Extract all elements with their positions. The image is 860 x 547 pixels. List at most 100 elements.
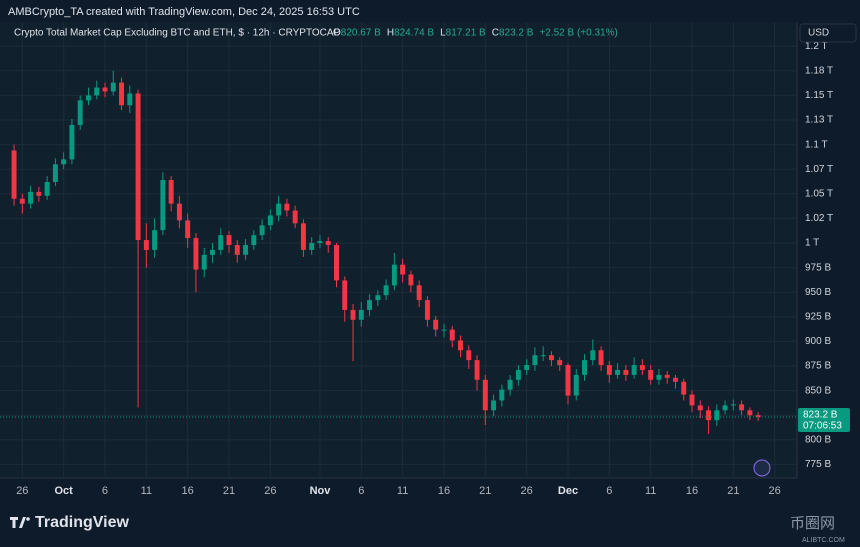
x-tick-label: 16 — [182, 485, 194, 497]
candle-body — [391, 264, 397, 286]
candle-body — [176, 203, 182, 221]
candle-body — [317, 241, 323, 244]
x-tick-label: 6 — [358, 485, 364, 497]
candle-body — [226, 235, 232, 245]
candle-body — [160, 180, 166, 231]
x-tick-label: 16 — [438, 485, 450, 497]
candle-body — [697, 405, 703, 411]
candle-body — [185, 220, 191, 239]
plot-area — [0, 22, 797, 478]
candle-body — [334, 244, 339, 281]
x-tick-label: Dec — [558, 485, 578, 497]
y-tick-label: 1.13 T — [805, 115, 833, 126]
y-tick-label: 875 B — [805, 361, 831, 372]
candle-body — [127, 93, 133, 106]
candle-body — [449, 329, 455, 341]
x-tick-label: 6 — [606, 485, 612, 497]
x-tick-label: 26 — [769, 485, 781, 497]
candle-body — [424, 300, 430, 320]
y-tick-label: 1 T — [805, 238, 819, 249]
candle-body — [706, 410, 712, 421]
candle-body — [152, 230, 158, 250]
countdown: 07:06:53 — [803, 421, 842, 432]
candle-body — [540, 355, 546, 357]
candle-body — [251, 235, 257, 245]
header: AMBCrypto_TA created with TradingView.co… — [8, 6, 360, 18]
candle-body — [656, 374, 662, 380]
candle-body — [383, 285, 389, 296]
logo-dot — [26, 517, 30, 521]
candle-body — [110, 82, 116, 92]
candle-body — [85, 95, 91, 101]
brand: TradingView — [35, 514, 130, 531]
alert-icon[interactable] — [753, 459, 771, 477]
candle-body — [416, 285, 422, 301]
candle-body — [648, 369, 654, 380]
candle-body — [408, 274, 414, 286]
candle-body — [52, 164, 58, 183]
candle-body — [119, 82, 125, 106]
candle-body — [44, 182, 50, 196]
candle-body — [598, 350, 604, 366]
candle-body — [639, 365, 645, 370]
ohlc-key: H — [387, 28, 394, 39]
candle-body — [267, 215, 273, 226]
y-tick-label: 1.2 T — [805, 41, 828, 52]
candle-body — [755, 415, 761, 417]
x-tick-label: 6 — [102, 485, 108, 497]
candle-body — [36, 191, 42, 196]
candle-body — [300, 223, 306, 250]
candle-body — [499, 389, 505, 401]
candle-body — [61, 159, 67, 165]
candles — [11, 70, 761, 434]
candle-body — [615, 369, 621, 375]
logo: TradingView — [10, 514, 130, 531]
ohlc-value: 820.67 B — [341, 28, 381, 39]
candle-body — [441, 329, 447, 331]
y-tick-label: 1.1 T — [805, 139, 828, 150]
y-tick-label: 1.18 T — [805, 65, 833, 76]
x-tick-label: 11 — [397, 485, 408, 497]
x-tick-label: 26 — [264, 485, 276, 497]
x-tick-label: 21 — [727, 485, 739, 497]
watermark-site: ALIBTC.COM — [802, 537, 845, 544]
candle-body — [367, 300, 373, 310]
candle-body — [515, 369, 521, 380]
ohlc-key: O — [333, 28, 341, 39]
ohlc-value: 823.2 B — [499, 28, 534, 39]
price-tag-box — [798, 407, 850, 432]
candle-body — [143, 240, 149, 250]
candle-body — [309, 243, 315, 250]
watermark: 币圈网 — [790, 515, 835, 532]
ohlc-key: C — [492, 28, 499, 39]
candle-body — [375, 295, 381, 301]
y-tick-label: 1.02 T — [805, 213, 833, 224]
candle-body — [557, 360, 563, 366]
candle-body — [350, 309, 356, 320]
ohlc-value: 824.74 B — [394, 28, 434, 39]
candle-body — [747, 410, 753, 416]
y-tick-label: 900 B — [805, 336, 831, 347]
y-tick-label: 775 B — [805, 459, 831, 470]
candle-body — [631, 365, 637, 375]
candle-body — [482, 379, 488, 411]
candle-body — [466, 350, 472, 361]
candle-body — [548, 355, 554, 361]
candle-body — [573, 374, 579, 396]
candle-body — [325, 241, 331, 245]
y-tick-label: 925 B — [805, 311, 831, 322]
candle-body — [284, 203, 290, 211]
x-tick-label: 16 — [686, 485, 698, 497]
logo-mark — [10, 517, 26, 528]
candle-body — [218, 235, 224, 250]
candle-body — [722, 405, 728, 411]
candle-body — [623, 369, 629, 375]
ohlc-legend: O 820.67 B H 824.74 B L 817.21 B C 823.2 B +2.52… — [333, 28, 618, 39]
candle-body — [259, 225, 265, 236]
currency-box[interactable] — [799, 23, 857, 43]
x-tick-label: 11 — [645, 485, 656, 497]
candle-body — [28, 191, 34, 204]
ohlc-key: L — [440, 28, 446, 39]
x-tick-label: 21 — [479, 485, 491, 497]
